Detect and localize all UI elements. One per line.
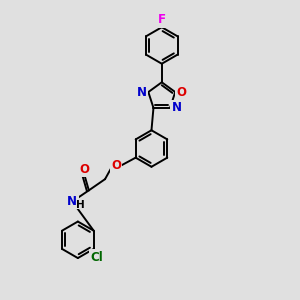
Text: N: N (137, 85, 147, 98)
Text: N: N (172, 101, 182, 114)
Text: H: H (76, 200, 84, 210)
Text: O: O (111, 159, 121, 172)
Text: F: F (158, 14, 166, 26)
Text: O: O (177, 85, 187, 98)
Text: N: N (68, 195, 77, 208)
Text: Cl: Cl (90, 251, 103, 264)
Text: O: O (80, 163, 89, 176)
